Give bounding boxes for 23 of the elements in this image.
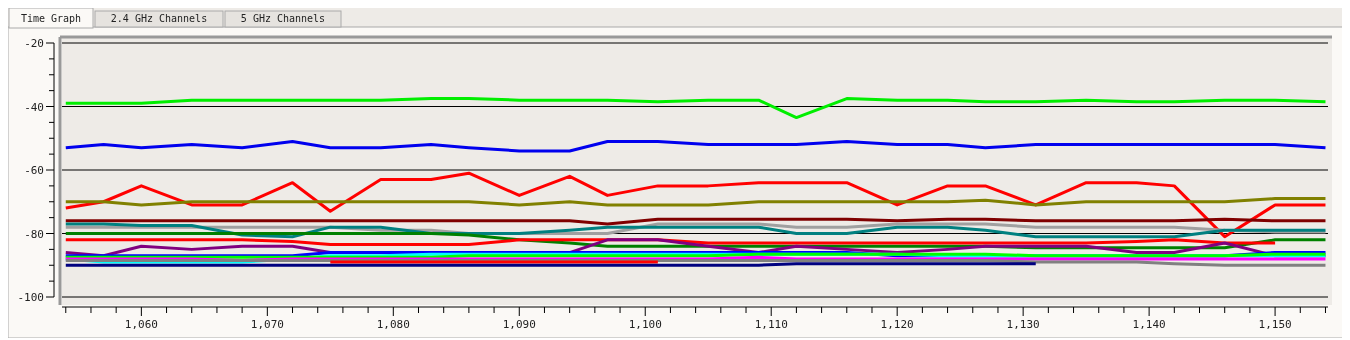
y-tick-label: -100 xyxy=(17,291,44,304)
x-tick-label: 1,130 xyxy=(1006,318,1040,331)
y-tick-label: -20 xyxy=(24,37,44,50)
y-tick-label: -80 xyxy=(24,227,44,241)
x-tick-label: 1,070 xyxy=(250,318,284,331)
line-series xyxy=(64,171,1327,239)
x-tick-label: 1,080 xyxy=(376,318,410,331)
x-tick-label: 1,150 xyxy=(1258,318,1292,331)
x-tick-label: 1,140 xyxy=(1132,318,1166,331)
x-tick-label: 1,090 xyxy=(502,318,536,331)
x-tick-label: 1,100 xyxy=(628,318,662,331)
text: 5 GHz Channels xyxy=(240,13,326,24)
text: 2.4 GHz Channels xyxy=(110,13,208,24)
line-series xyxy=(64,97,1327,120)
text: Time Graph xyxy=(20,13,82,24)
line-series xyxy=(64,197,1327,207)
line-series xyxy=(64,139,1327,153)
x-tick-label: 1,120 xyxy=(880,318,914,331)
y-tick-label: -60 xyxy=(24,164,44,177)
x-tick-label: 1,110 xyxy=(754,318,788,331)
line-series xyxy=(64,222,1327,239)
y-tick-label: -40 xyxy=(24,100,44,114)
x-tick-label: 1,060 xyxy=(124,318,158,331)
